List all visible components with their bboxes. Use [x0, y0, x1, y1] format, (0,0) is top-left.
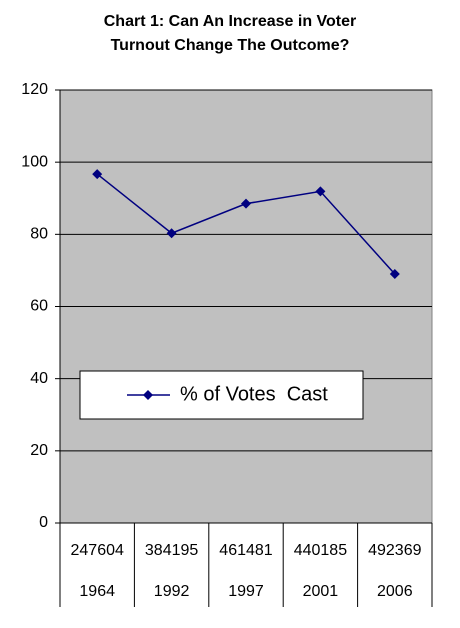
- table-cell: 247604: [71, 542, 124, 559]
- y-tick-label: 120: [21, 81, 48, 98]
- x-tick-label: 2006: [377, 583, 413, 600]
- x-tick-label: 2001: [303, 583, 339, 600]
- marker: [166, 228, 177, 239]
- x-tick-label: 1964: [79, 583, 115, 600]
- table-cell: 492369: [368, 542, 421, 559]
- legend-marker: [143, 390, 153, 400]
- chart-title: Chart 1: Can An Increase in Voter Turnou…: [103, 13, 357, 54]
- legend-label: % of Votes Cast: [180, 383, 328, 405]
- y-tick-label: 100: [21, 153, 48, 170]
- table-cell: 440185: [294, 542, 347, 559]
- y-tick-label: 80: [30, 226, 48, 243]
- x-tick-label: 1992: [154, 583, 190, 600]
- x-tick-label: 1997: [228, 583, 264, 600]
- y-tick-label: 20: [30, 442, 48, 459]
- y-tick-label: 40: [30, 370, 48, 387]
- marker: [389, 269, 400, 280]
- table-cell: 384195: [145, 542, 198, 559]
- marker: [315, 186, 326, 197]
- y-tick-label: 60: [30, 298, 48, 315]
- y-tick-label: 0: [39, 514, 48, 531]
- marker: [92, 169, 103, 180]
- table-cell: 461481: [219, 542, 272, 559]
- marker: [241, 198, 251, 209]
